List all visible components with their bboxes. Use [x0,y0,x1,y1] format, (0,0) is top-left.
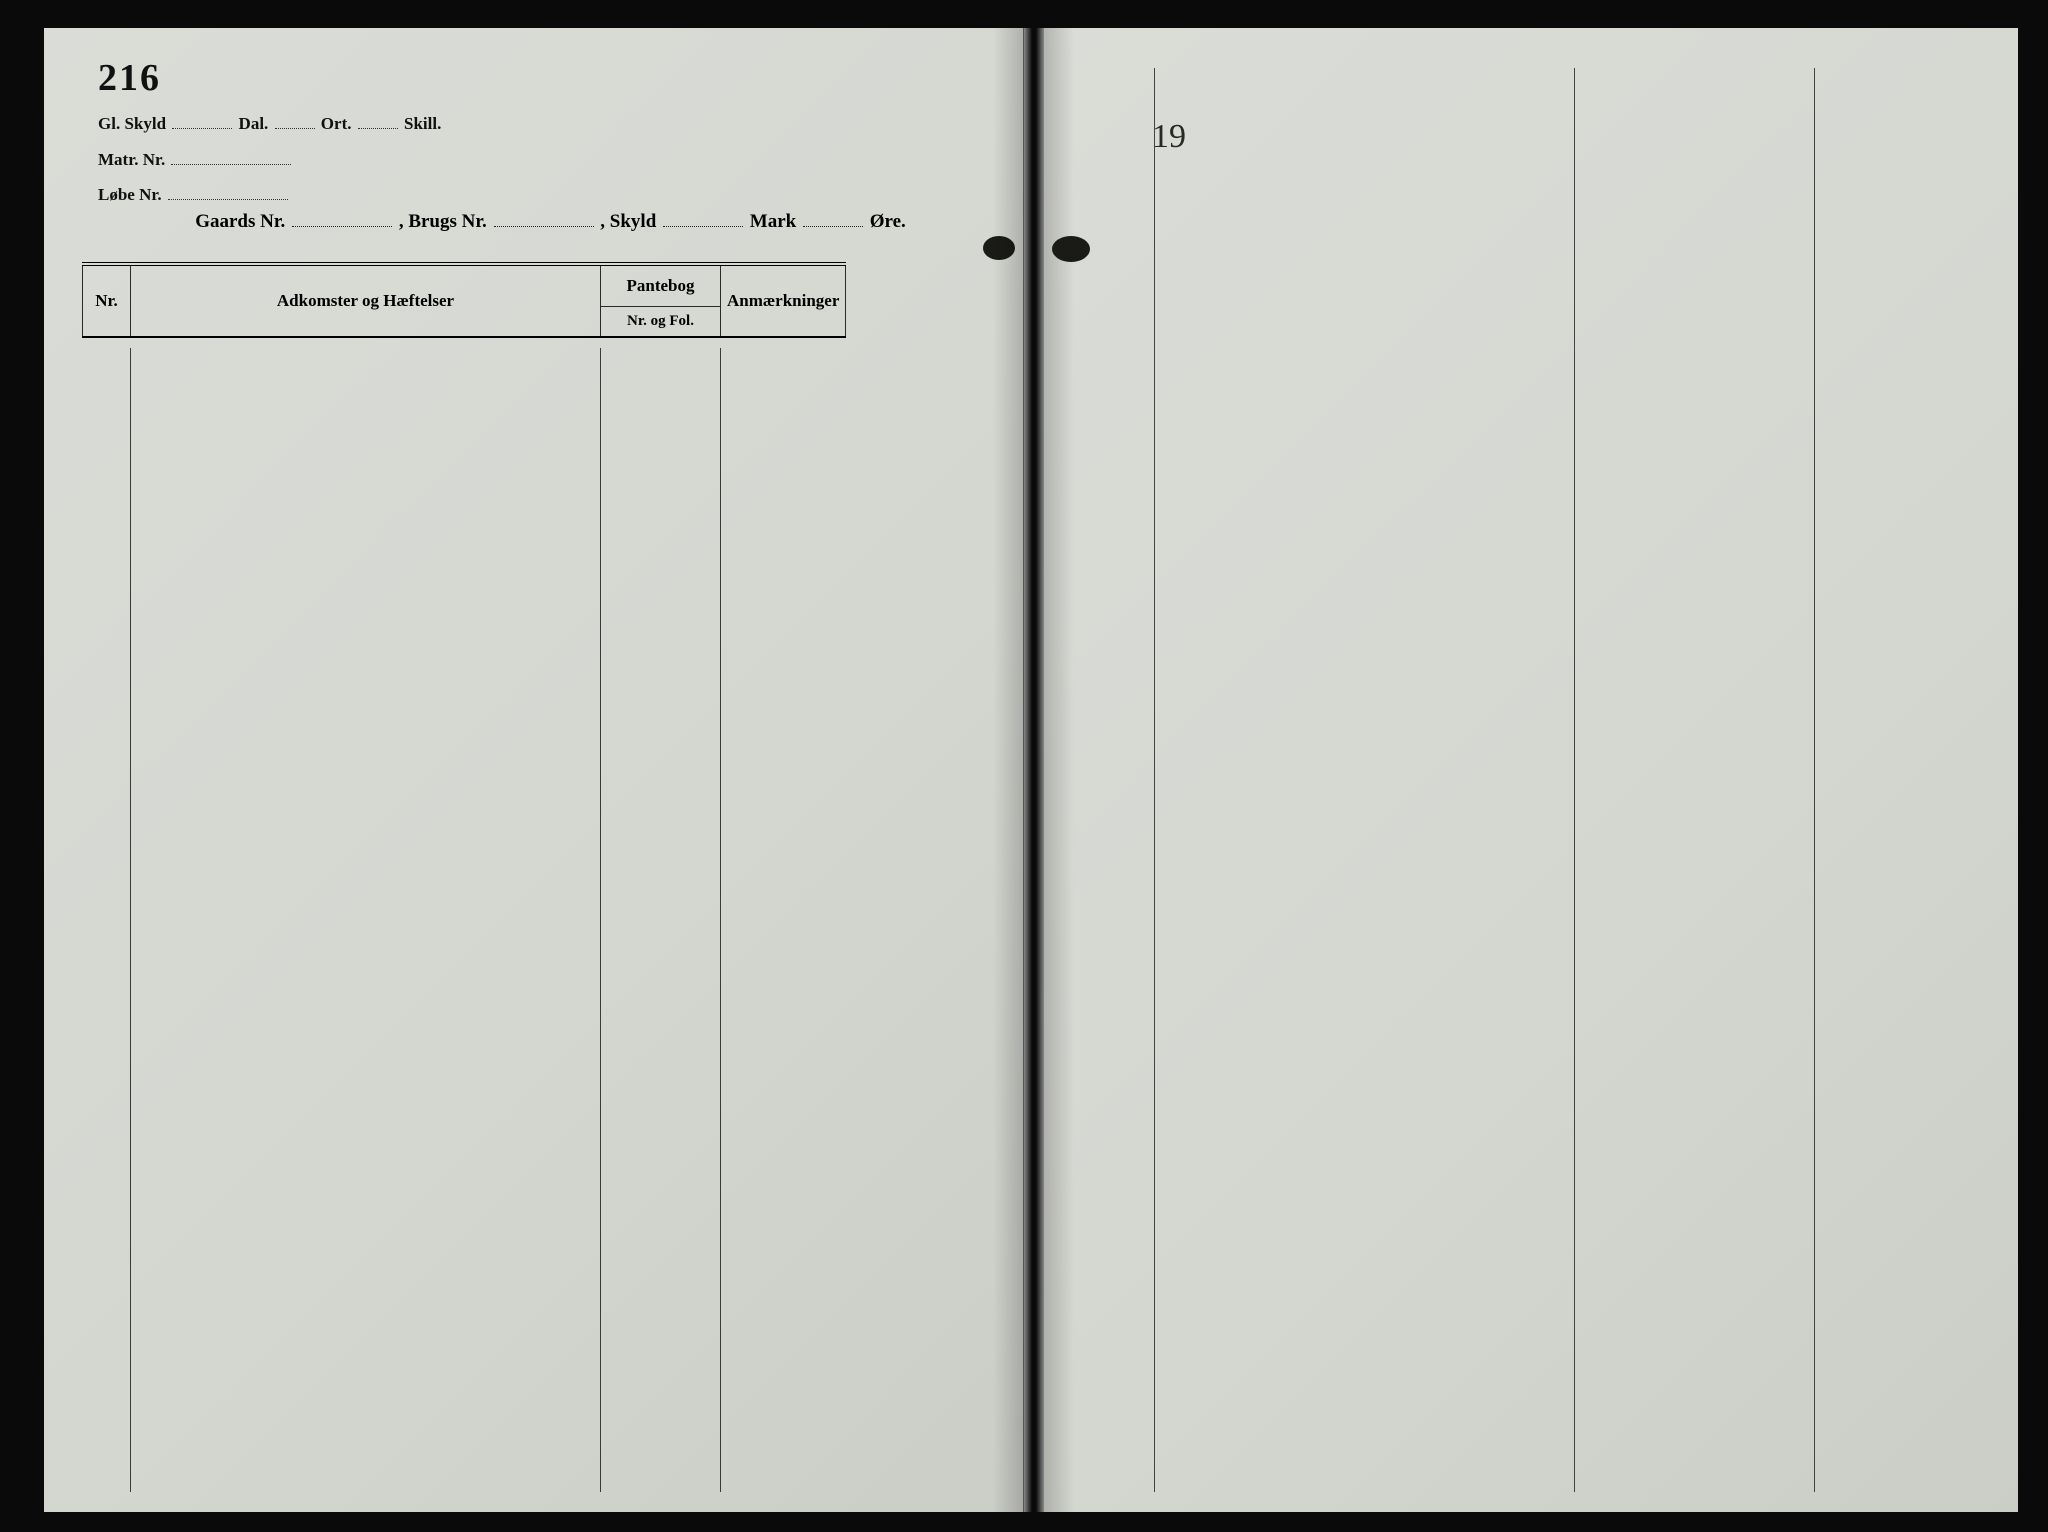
blank-field [171,149,291,164]
meta-line-1: Gl. Skyld Dal. Ort. Skill. [98,106,983,142]
book-spread: 216 Gl. Skyld Dal. Ort. Skill. Matr. Nr.… [44,28,2018,1512]
label-brugs-nr: , Brugs Nr. [399,211,487,232]
ledger-table-header: Nr. Adkomster og Hæftelser Pantebog Anmæ… [82,262,846,338]
label-gaards-nr: Gaards Nr. [195,211,285,232]
column-rule [1154,68,1155,1492]
label-matr-nr: Matr. Nr. [98,150,165,169]
blank-field [292,210,392,227]
book-gutter [1024,28,1044,1512]
left-page: 216 Gl. Skyld Dal. Ort. Skill. Matr. Nr.… [44,28,1024,1512]
blank-field [275,114,315,129]
blank-field [494,210,594,227]
handwritten-annotation: 19 [1152,118,1186,156]
blank-field [663,210,743,227]
ledger-body-left [82,348,1005,1492]
blank-field [168,185,288,200]
label-ort: Ort. [321,114,352,133]
meta-line-3: Løbe Nr. [98,177,983,213]
column-rule [130,348,131,1492]
right-page: 19 [1044,28,2018,1512]
label-skill: Skill. [404,114,441,133]
meta-line-2: Matr. Nr. [98,142,983,178]
column-rule [1574,68,1575,1492]
label-gl-skyld: Gl. Skyld [98,114,166,133]
column-rule [600,348,601,1492]
blank-field [172,114,232,129]
col-adkomster: Adkomster og Hæftelser [131,264,601,337]
col-nr: Nr. [83,264,131,337]
blank-field [803,210,863,227]
col-nr-fol: Nr. og Fol. [601,307,721,338]
label-ore: Øre. [870,211,906,232]
binding-hole-icon [983,236,1015,260]
label-lobe-nr: Løbe Nr. [98,185,162,204]
col-anmaerkninger: Anmærkninger [721,264,846,337]
title-row: Gaards Nr. , Brugs Nr. , Skyld Mark Øre. [98,210,1003,233]
column-rule [1814,68,1815,1492]
label-mark: Mark [750,211,796,232]
col-pantebog: Pantebog [601,264,721,307]
ledger-body-right [1074,68,1978,1492]
blank-field [358,114,398,129]
label-dal: Dal. [239,114,269,133]
column-rule [720,348,721,1492]
page-number: 216 [98,56,161,100]
header-meta: Gl. Skyld Dal. Ort. Skill. Matr. Nr. Løb… [98,106,983,213]
label-skyld: , Skyld [600,211,656,232]
